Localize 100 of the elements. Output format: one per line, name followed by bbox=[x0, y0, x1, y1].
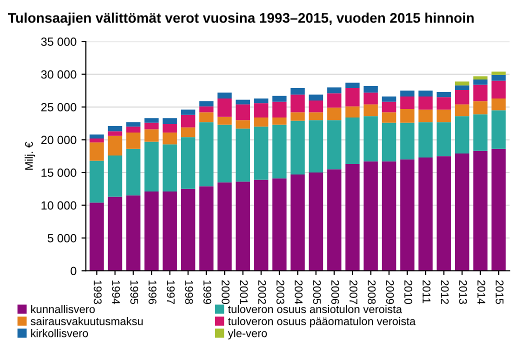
bar bbox=[144, 122, 159, 130]
bar bbox=[90, 134, 104, 138]
x-tick-label: 1993 bbox=[94, 280, 102, 304]
bar bbox=[90, 202, 104, 271]
bar bbox=[290, 94, 305, 112]
bar bbox=[108, 196, 122, 271]
bar bbox=[492, 74, 506, 81]
bar bbox=[345, 117, 360, 164]
bar bbox=[345, 88, 360, 106]
bar bbox=[345, 106, 360, 118]
bar bbox=[382, 112, 396, 123]
bar bbox=[382, 122, 396, 162]
bar bbox=[180, 137, 196, 189]
bar bbox=[272, 178, 287, 271]
bar bbox=[364, 86, 378, 93]
bar bbox=[126, 132, 140, 149]
bar bbox=[436, 97, 451, 110]
bar bbox=[180, 114, 196, 128]
bar bbox=[218, 98, 232, 117]
bar bbox=[382, 102, 396, 112]
x-tick-label: 1998 bbox=[185, 280, 193, 304]
bar bbox=[218, 182, 232, 271]
legend-label: tuloveron osuus ansiotulon veroista bbox=[228, 304, 402, 314]
x-tick-label: 2015 bbox=[496, 280, 504, 304]
bar bbox=[400, 122, 414, 160]
x-tick-label: 1996 bbox=[148, 280, 156, 304]
chart-title: Tulonsaajien välittömät verot vuosina 1993–2015, vuoden 2015 hinnoin bbox=[8, 12, 474, 26]
bar bbox=[218, 124, 232, 182]
bar bbox=[364, 104, 378, 116]
bar bbox=[400, 90, 414, 97]
bar bbox=[364, 161, 378, 271]
bar bbox=[364, 116, 378, 162]
bar bbox=[454, 81, 470, 86]
bar bbox=[218, 116, 232, 125]
bar bbox=[454, 116, 470, 154]
bar bbox=[162, 192, 177, 271]
bar bbox=[144, 118, 159, 123]
bar bbox=[418, 90, 433, 97]
bar bbox=[144, 192, 159, 271]
bar bbox=[473, 150, 488, 271]
bar bbox=[290, 120, 305, 174]
bar bbox=[418, 96, 433, 110]
bar bbox=[199, 186, 214, 271]
bar bbox=[218, 92, 232, 98]
legend-label: sairausvakuutusmaksu bbox=[30, 317, 143, 326]
y-tick-label: 0 bbox=[70, 266, 76, 276]
x-tick-label: 2011 bbox=[422, 280, 430, 304]
bar bbox=[199, 106, 214, 112]
bar bbox=[126, 148, 140, 196]
bar bbox=[272, 124, 287, 178]
bar bbox=[492, 148, 506, 271]
bar bbox=[436, 110, 451, 122]
bar bbox=[162, 144, 177, 192]
x-tick-label: 2005 bbox=[312, 280, 321, 304]
bar bbox=[436, 156, 451, 271]
bar bbox=[144, 142, 159, 192]
bar bbox=[308, 100, 324, 112]
bar bbox=[144, 129, 159, 142]
y-tick-label: 5 000 bbox=[48, 234, 76, 242]
bar bbox=[254, 180, 268, 271]
bar bbox=[436, 122, 451, 156]
bar bbox=[308, 112, 324, 120]
bar bbox=[454, 85, 470, 90]
x-tick-label: 2001 bbox=[240, 280, 248, 304]
y-tick-label: 20 000 bbox=[41, 136, 76, 144]
x-tick-label: 2007 bbox=[350, 280, 358, 304]
bar bbox=[454, 154, 470, 271]
bar bbox=[199, 101, 214, 106]
bar bbox=[473, 76, 488, 80]
x-tick-label: 2000 bbox=[222, 280, 230, 304]
y-tick-label: 35 000 bbox=[41, 38, 76, 46]
bar bbox=[236, 100, 250, 104]
bar bbox=[473, 84, 488, 102]
x-tick-label: 1995 bbox=[130, 280, 138, 304]
legend-label: yle-vero bbox=[228, 329, 267, 340]
bar bbox=[436, 92, 451, 98]
x-tick-label: 2012 bbox=[440, 280, 449, 304]
bar bbox=[345, 82, 360, 88]
x-tick-label: 2003 bbox=[276, 280, 284, 304]
bar bbox=[180, 110, 196, 115]
bar bbox=[126, 195, 140, 271]
x-tick-label: 2013 bbox=[459, 280, 467, 304]
bar bbox=[345, 164, 360, 271]
bar bbox=[492, 110, 506, 149]
bar bbox=[162, 132, 177, 144]
bar bbox=[254, 117, 268, 127]
x-tick-label: 2002 bbox=[258, 280, 266, 304]
y-tick-label: 30 000 bbox=[41, 70, 76, 79]
bar bbox=[199, 122, 214, 186]
bar bbox=[108, 126, 122, 132]
bar bbox=[108, 136, 122, 156]
bar bbox=[108, 155, 122, 197]
bar bbox=[418, 157, 433, 271]
bar bbox=[418, 122, 433, 158]
bar bbox=[382, 161, 396, 271]
x-tick-label: 2006 bbox=[331, 280, 340, 304]
bar bbox=[418, 110, 433, 122]
bar bbox=[162, 118, 177, 124]
bar bbox=[473, 101, 488, 114]
x-tick-label: 1997 bbox=[166, 280, 175, 304]
